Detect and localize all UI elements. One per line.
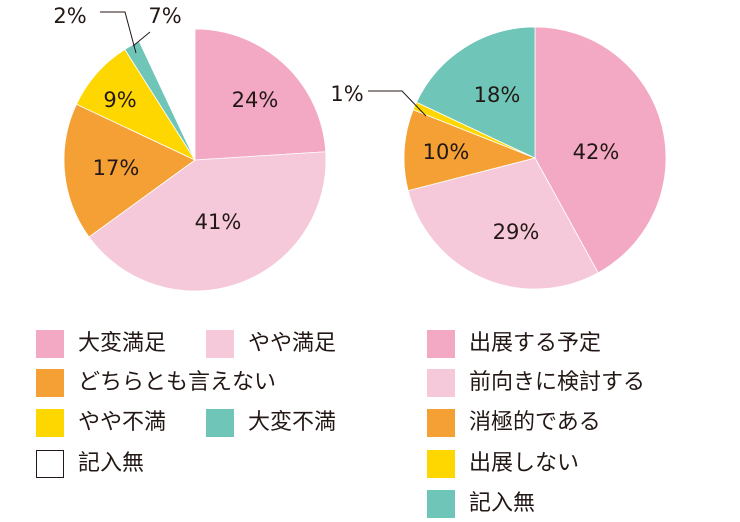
leader-line [100,11,137,54]
pie-slice [534,26,667,274]
legend-swatch [427,330,455,358]
legend-item-no-answer-2: 記入無 [427,490,535,518]
legend-swatch [36,409,64,437]
slice-label: 2% [53,4,86,28]
pie-slice [194,28,327,161]
legend-item-not-exhibiting: 出展しない [427,450,579,478]
slice-label: 7% [148,4,181,28]
slice-label: 10% [423,140,470,164]
legend-swatch [206,330,234,358]
legend-label: やや満足 [248,331,337,356]
legend-label: どちらとも言えない [78,370,277,395]
slice-label: 17% [93,156,140,180]
legend-label: 記入無 [469,491,536,516]
legend-label: 出展する予定 [469,331,602,356]
legend-item-considering: 前向きに検討する [427,369,645,397]
legend-swatch [427,409,455,437]
pie-slice [403,109,537,192]
legend-swatch [427,490,455,518]
legend-item-plan-to-exhibit: 出展する予定 [427,330,601,358]
slice-label: 24% [232,88,279,112]
legend-swatch [36,330,64,358]
legend-label: やや不満 [78,410,167,435]
legend-item-very-satisfied: 大変満足 [36,330,166,358]
exhibit-intent-pie: 42% 29% 10% 1% 18% [330,26,667,290]
legend-item-neutral: どちらとも言えない [36,369,276,397]
slice-label: 18% [474,83,521,107]
pie-slice [415,26,536,159]
legend-swatch [36,369,64,397]
pie-charts: 24% 41% 17% 9% 2% 7% 42% 29% 10% 1% 18% [53,4,667,292]
legend-label: 前向きに検討する [469,370,646,395]
legend-label: 出展しない [469,451,580,476]
leader-line [132,31,151,47]
slice-label: 42% [573,140,620,164]
legend-item-very-dissatisfied: 大変不満 [206,409,336,437]
pie-slice [407,157,599,290]
legend-item-somewhat-dissatisfied: やや不満 [36,409,166,437]
legend-item-somewhat-satisfied: やや満足 [206,330,336,358]
legend-swatch [36,450,64,478]
legend-swatch [206,409,234,437]
leader-line [368,90,427,117]
legend-swatch [427,450,455,478]
slice-label: 9% [103,88,136,112]
pie-slice [139,29,195,160]
legend-label: 消極的である [469,410,601,435]
legend-label: 大変満足 [78,331,167,356]
legend-item-no-answer: 記入無 [36,450,144,478]
legend-swatch [427,369,455,397]
pie-slice [88,151,327,292]
slice-label: 1% [330,82,363,106]
satisfaction-pie: 24% 41% 17% 9% 2% 7% [53,4,327,292]
legend-item-reluctant: 消極的である [427,409,601,437]
legend-label: 記入無 [78,451,145,476]
legend-label: 大変不満 [248,410,337,435]
slice-label: 29% [493,220,540,244]
pie-slice [63,103,196,238]
slice-label: 41% [195,210,242,234]
